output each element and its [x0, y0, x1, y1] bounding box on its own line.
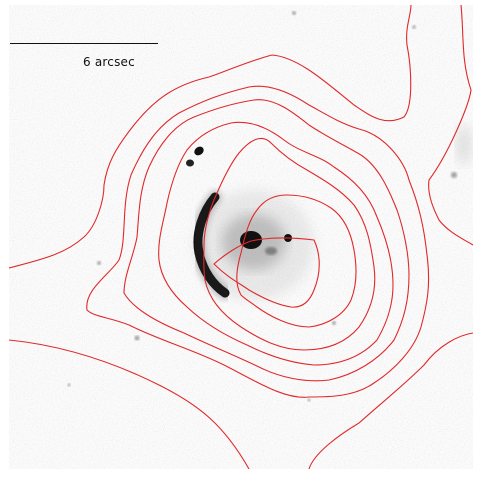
- contour-level-1: [9, 5, 412, 269]
- scale-bar: [10, 43, 158, 44]
- contour-level-1d: [308, 332, 473, 469]
- contour-level-2: [86, 85, 430, 398]
- contour-lines: [9, 5, 473, 469]
- scale-bar-label: 6 arcsec: [83, 55, 135, 69]
- sky-image: [9, 5, 473, 469]
- contour-level-1b: [428, 5, 473, 246]
- image-frame: [9, 5, 473, 469]
- contour-level-4: [158, 121, 394, 366]
- field-sources: [67, 11, 472, 402]
- lensed-arc: [186, 146, 232, 300]
- contour-level-1c: [9, 339, 250, 469]
- contour-level-6: [236, 194, 357, 328]
- contour-level-5: [203, 138, 376, 351]
- contour-level-7: [213, 237, 320, 308]
- contour-level-3: [123, 99, 410, 382]
